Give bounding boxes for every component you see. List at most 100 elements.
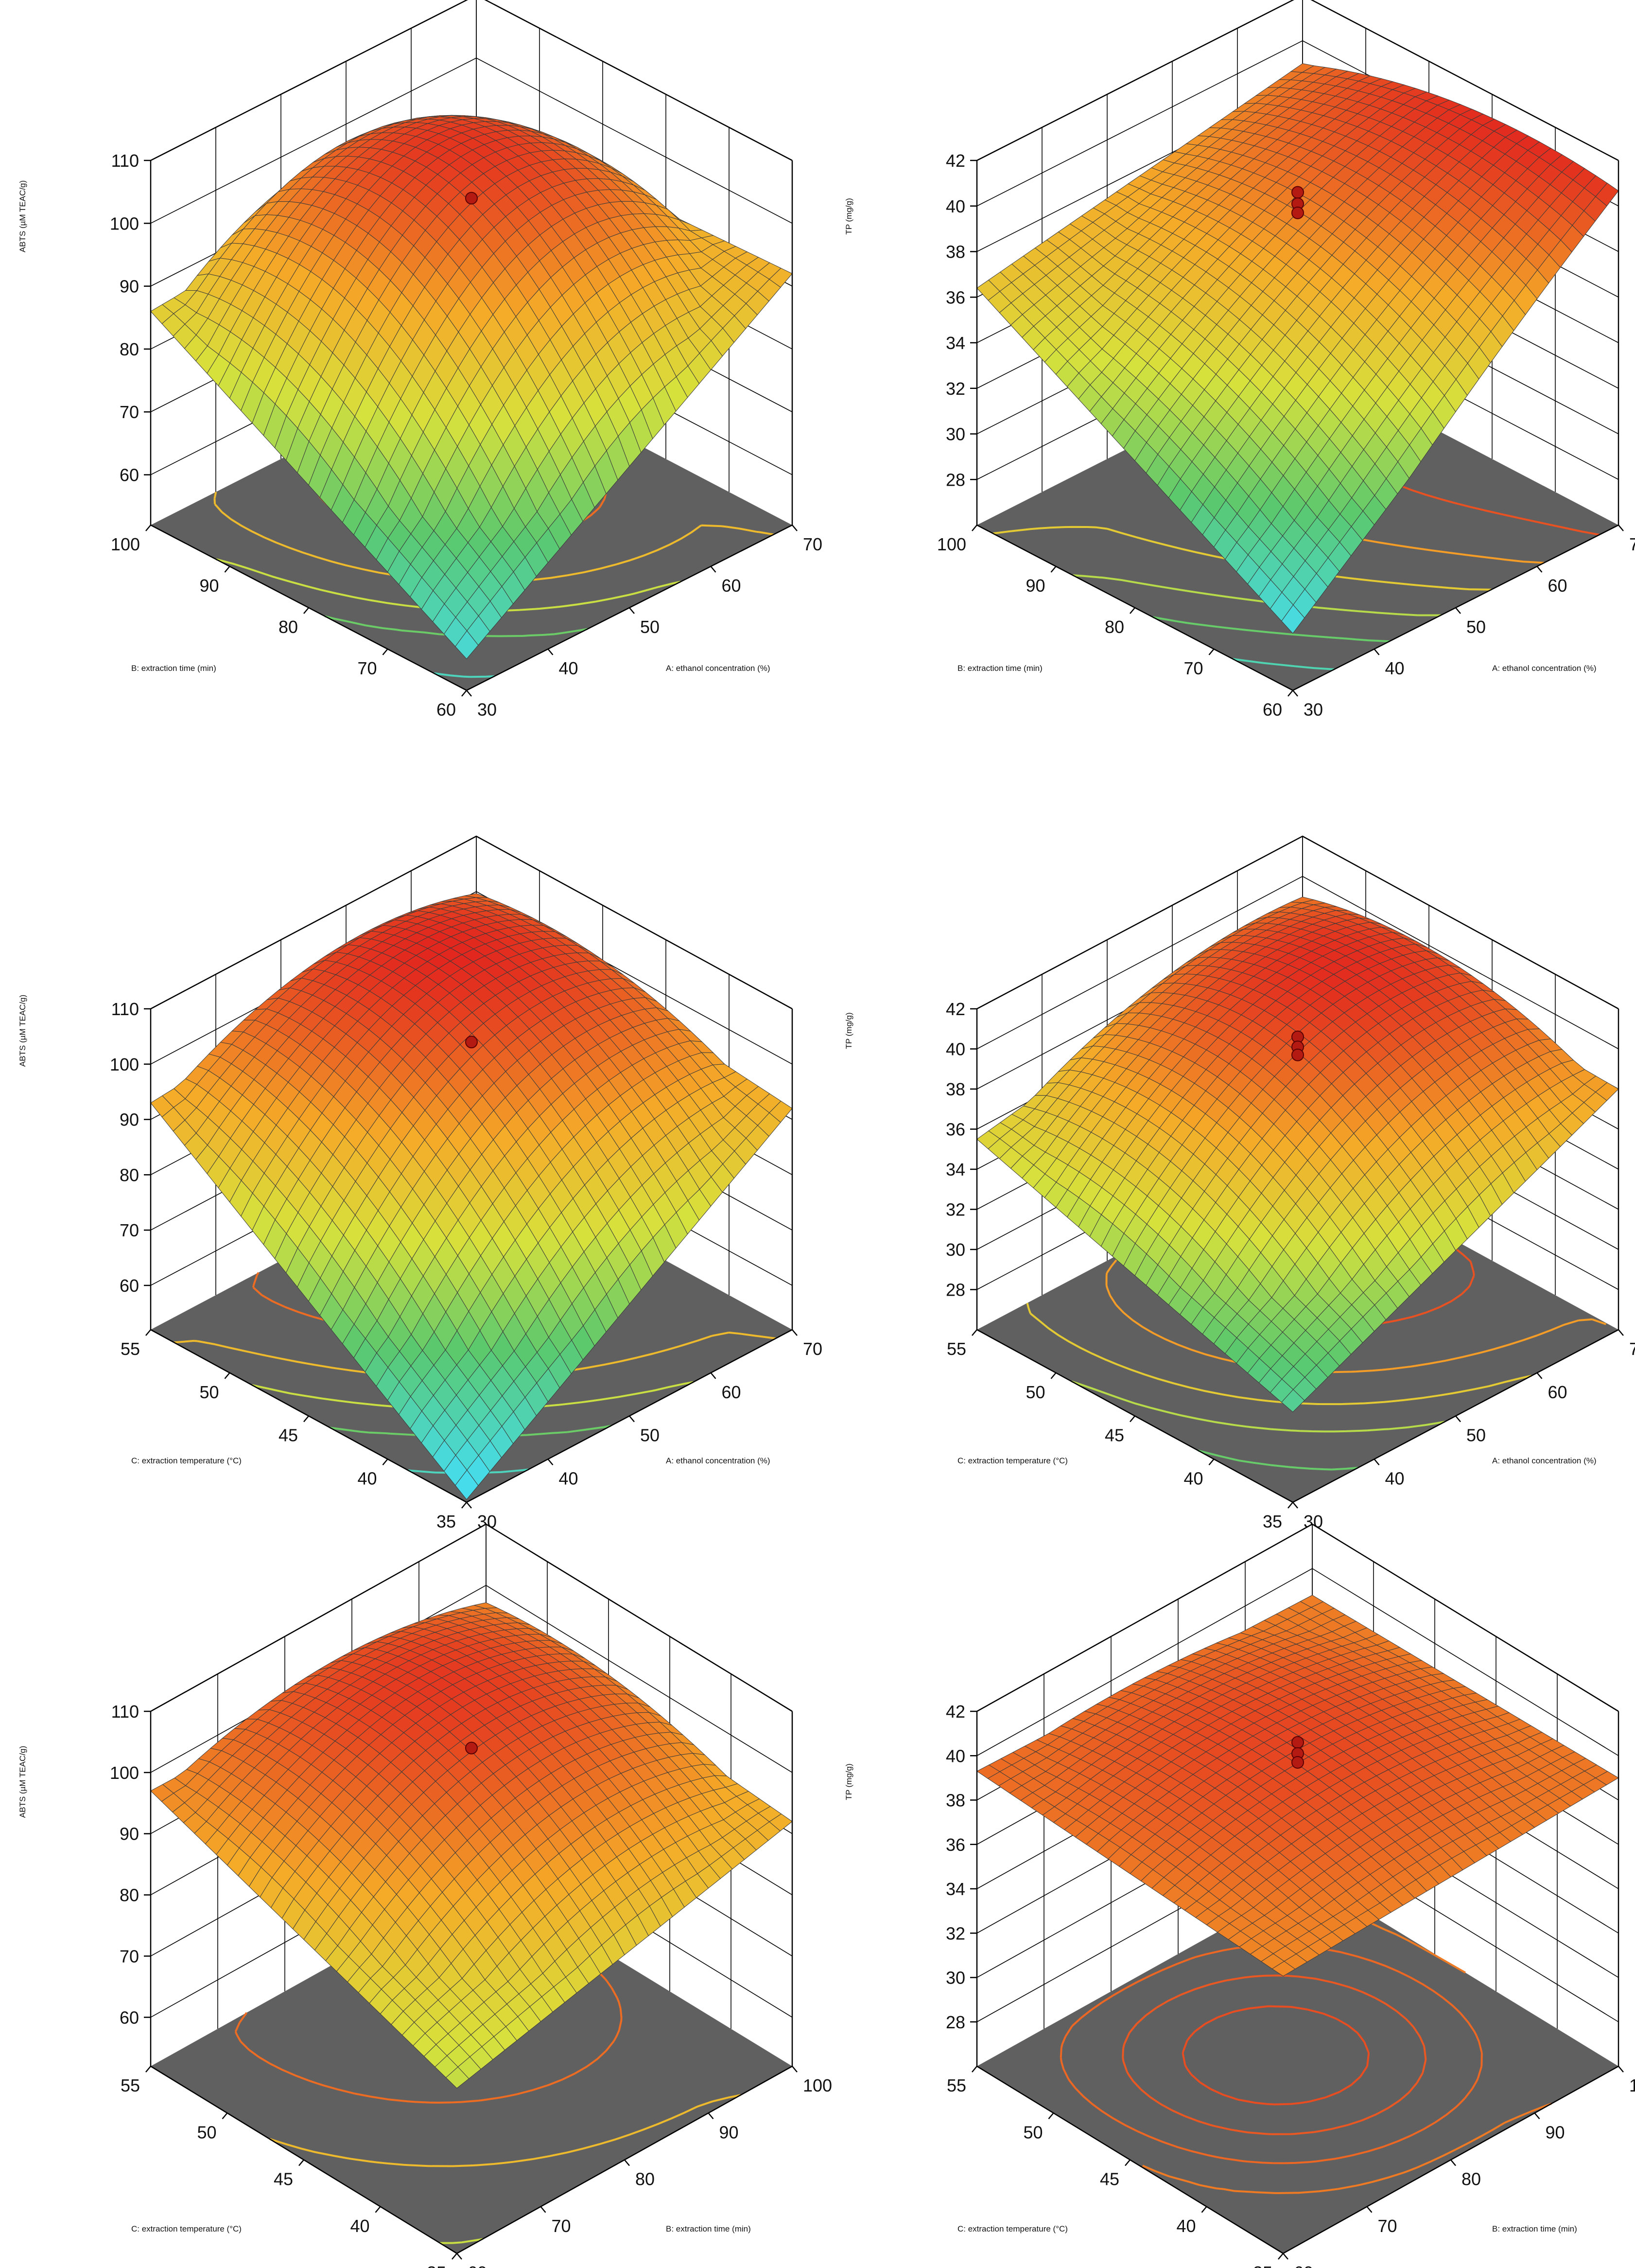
z-tick-label: 38 xyxy=(946,1079,965,1099)
z-tick-label: 110 xyxy=(111,151,139,171)
z-tick-label: 80 xyxy=(120,1165,139,1185)
y-tick-label: 45 xyxy=(1105,1425,1124,1445)
y-tick-label: 45 xyxy=(278,1425,298,1445)
x-tick-label: 70 xyxy=(1629,534,1635,554)
surface-facet xyxy=(455,630,479,660)
z-tick-label: 34 xyxy=(946,1160,965,1179)
z-tick-label: 100 xyxy=(110,1055,139,1074)
x-tick-mark xyxy=(547,649,554,655)
z-tick-label: 60 xyxy=(120,2007,139,2027)
x-axis-title: B: extraction time (min) xyxy=(666,2224,751,2233)
x-tick-mark xyxy=(1292,690,1298,697)
y-tick-label: 40 xyxy=(357,1468,377,1488)
y-axis-title: C: extraction temperature (°C) xyxy=(131,1456,242,1465)
x-tick-label: 70 xyxy=(803,534,822,554)
x-tick-label: 60 xyxy=(722,1382,741,1402)
y-tick-label: 50 xyxy=(1026,1382,1045,1402)
y-tick-mark xyxy=(224,1372,230,1379)
x-tick-label: 50 xyxy=(640,1425,660,1445)
y-tick-mark xyxy=(1208,649,1215,655)
y-tick-label: 40 xyxy=(350,2216,369,2236)
chart-panel-6: 2830323436384042607080901003540455055B: … xyxy=(844,1523,1635,2268)
x-tick-label: 50 xyxy=(1466,617,1486,637)
y-tick-label: 45 xyxy=(274,2169,293,2189)
wall-grid-line xyxy=(150,57,793,224)
response-surface xyxy=(150,115,793,660)
y-tick-label: 35 xyxy=(436,1512,456,1531)
x-tick-mark xyxy=(1374,649,1380,655)
x-tick-label: 30 xyxy=(477,700,497,720)
y-tick-label: 60 xyxy=(1263,700,1282,720)
z-tick-label: 42 xyxy=(946,151,965,171)
y-axis-title: B: extraction time (min) xyxy=(131,664,216,673)
y-tick-label: 100 xyxy=(111,534,140,554)
z-tick-label: 60 xyxy=(120,465,139,485)
surface-facet xyxy=(1281,604,1305,634)
contour-line xyxy=(1233,658,1335,670)
z-tick-label: 90 xyxy=(120,1110,139,1130)
y-tick-label: 70 xyxy=(357,658,377,678)
y-tick-label: 90 xyxy=(1026,576,1045,596)
z-tick-label: 40 xyxy=(946,1039,965,1059)
z-tick-label: 80 xyxy=(120,1885,139,1905)
z-tick-label: 38 xyxy=(946,242,965,262)
design-point xyxy=(465,1036,478,1049)
y-tick-mark xyxy=(1050,1372,1057,1379)
x-tick-label: 30 xyxy=(1304,700,1323,720)
x-tick-mark xyxy=(540,2206,546,2213)
x-tick-label: 50 xyxy=(1466,1425,1486,1445)
x-tick-label: 70 xyxy=(552,2216,571,2236)
x-tick-mark xyxy=(1536,566,1543,573)
design-point xyxy=(1291,206,1304,219)
chart-panel-2: 2830323436384042304050607060708090100A: … xyxy=(844,0,1635,720)
y-tick-mark xyxy=(145,2066,151,2073)
x-tick-mark xyxy=(629,1415,635,1423)
y-axis-title: B: extraction time (min) xyxy=(957,664,1043,673)
z-tick-label: 42 xyxy=(946,999,965,1019)
y-tick-label: 70 xyxy=(1183,658,1203,678)
y-axis-title: C: extraction temperature (°C) xyxy=(131,2224,242,2233)
z-tick-label: 34 xyxy=(946,333,965,353)
z-tick-label: 70 xyxy=(120,1946,139,1966)
x-axis-title: A: ethanol concentration (%) xyxy=(1492,1456,1597,1465)
y-tick-mark xyxy=(1050,566,1057,573)
x-tick-mark xyxy=(710,566,716,573)
x-tick-mark xyxy=(466,690,472,697)
z-tick-label: 110 xyxy=(111,1702,139,1722)
z-axis-title: ABTS (µM TEAC/g) xyxy=(18,995,27,1067)
y-tick-label: 60 xyxy=(436,700,456,720)
box-top-edge xyxy=(976,0,1619,161)
contour-line xyxy=(1152,616,1390,643)
z-tick-label: 36 xyxy=(946,287,965,307)
y-tick-label: 50 xyxy=(199,1382,219,1402)
y-tick-mark xyxy=(298,2159,304,2166)
y-tick-mark xyxy=(1208,1459,1215,1466)
y-tick-label: 35 xyxy=(427,2263,446,2268)
x-tick-mark xyxy=(710,1372,716,1379)
z-tick-label: 70 xyxy=(120,402,139,422)
y-tick-label: 35 xyxy=(1263,1512,1282,1531)
x-tick-label: 70 xyxy=(803,1339,822,1359)
y-tick-label: 90 xyxy=(199,576,219,596)
z-axis-title: ABTS (µM TEAC/g) xyxy=(18,1746,27,1818)
contour-line xyxy=(434,672,495,678)
y-tick-mark xyxy=(461,690,467,697)
x-tick-label: 60 xyxy=(722,576,741,596)
x-tick-mark xyxy=(792,2066,798,2073)
y-tick-mark xyxy=(1287,690,1293,697)
z-tick-label: 90 xyxy=(120,277,139,297)
z-tick-label: 30 xyxy=(946,424,965,444)
z-tick-label: 28 xyxy=(946,1280,965,1300)
y-tick-mark xyxy=(1130,1415,1135,1423)
x-axis-title: A: ethanol concentration (%) xyxy=(666,664,770,673)
x-tick-label: 60 xyxy=(1548,1382,1567,1402)
z-tick-label: 90 xyxy=(120,1824,139,1844)
z-tick-label: 32 xyxy=(946,379,965,399)
y-tick-label: 80 xyxy=(278,617,298,637)
z-tick-label: 80 xyxy=(120,339,139,359)
design-point xyxy=(465,192,478,205)
z-tick-label: 28 xyxy=(946,470,965,490)
x-tick-label: 40 xyxy=(1385,1468,1405,1488)
